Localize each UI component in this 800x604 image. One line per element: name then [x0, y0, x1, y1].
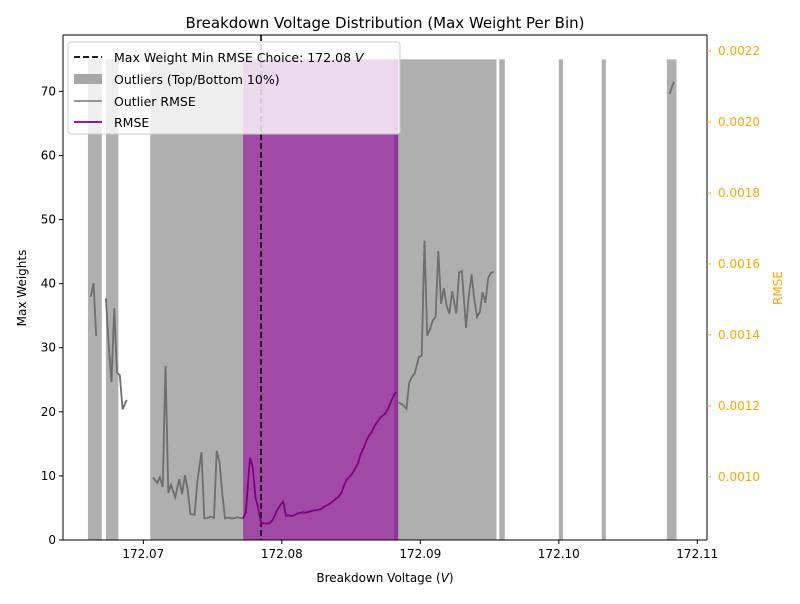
x-axis-label: Breakdown Voltage (V): [316, 571, 453, 585]
outlier-bar: [105, 59, 119, 541]
outlier-bar: [499, 59, 505, 541]
bars-layer: [87, 59, 677, 541]
outlier-rmse-line: [152, 365, 243, 520]
y-tick-label: 30: [41, 341, 56, 355]
y-tick-label: 60: [41, 148, 56, 162]
outlier-bar: [558, 59, 563, 541]
outlier-bar: [398, 59, 497, 541]
outlier-rmse-line: [89, 282, 98, 336]
y-tick-label: 70: [41, 84, 56, 98]
y-axis-label: Max Weights: [15, 250, 29, 327]
chart-legend: Max Weight Min RMSE Choice: 172.08 V Out…: [67, 41, 401, 135]
legend-outlier-swatch: [74, 74, 102, 84]
weight-bar: [243, 59, 399, 541]
x-tick-label: 172.07: [122, 547, 164, 561]
outlier-bar: [150, 59, 244, 541]
outlier-rmse-line: [668, 81, 675, 95]
y2-tick-label: 0.0014: [718, 328, 760, 342]
legend-choice-label-unit: V: [355, 50, 365, 65]
y2-tick-label: 0.0010: [718, 470, 760, 484]
x-tick-label: 172.10: [538, 547, 580, 561]
y2-tick-label: 0.0016: [718, 257, 760, 271]
y-tick-label: 0: [48, 533, 56, 547]
x-axis-label-suffix: ): [449, 571, 454, 585]
rmse-line: [242, 391, 398, 525]
y-tick-label: 20: [41, 405, 56, 419]
x-axis-label-unit: V: [441, 571, 450, 585]
ticks-layer: 172.07 172.08 172.09 172.10 172.11 0 10 20 30 40 5…: [41, 44, 760, 561]
chart-title: Breakdown Voltage Distribution (Max Weig…: [186, 14, 585, 32]
x-tick-label: 172.08: [261, 547, 303, 561]
outlier-bar: [666, 59, 677, 541]
y-tick-label: 10: [41, 469, 56, 483]
legend-choice-label: Max Weight Min RMSE Choice: 172.08 V: [114, 50, 365, 65]
outlier-rmse-line: [397, 240, 495, 411]
legend-frame: [67, 41, 401, 135]
x-tick-label: 172.09: [399, 547, 441, 561]
legend-outlier-rmse-label: Outlier RMSE: [114, 94, 196, 109]
outlier-rmse-line: [105, 298, 128, 410]
y-tick-label: 40: [41, 277, 56, 291]
legend-outlier-label: Outliers (Top/Bottom 10%): [114, 72, 280, 87]
legend-choice-label-text: Max Weight Min RMSE Choice: 172.08: [114, 50, 355, 65]
weight-bar-edge: [394, 59, 399, 541]
outlier-bar: [601, 59, 606, 541]
x-tick-label: 172.11: [676, 547, 718, 561]
outlier-bar: [93, 59, 102, 541]
y2-tick-label: 0.0012: [718, 399, 760, 413]
x-axis-label-text: Breakdown Voltage (: [316, 571, 440, 585]
y2-tick-label: 0.0020: [718, 115, 760, 129]
y2-tick-label: 0.0018: [718, 186, 760, 200]
y2-axis-label: RMSE: [771, 271, 785, 305]
legend-rmse-label: RMSE: [114, 115, 149, 130]
y-tick-label: 50: [41, 213, 56, 227]
outlier-bar: [87, 59, 94, 541]
y2-tick-label: 0.0022: [718, 44, 760, 58]
axes-layer: [62, 34, 708, 541]
